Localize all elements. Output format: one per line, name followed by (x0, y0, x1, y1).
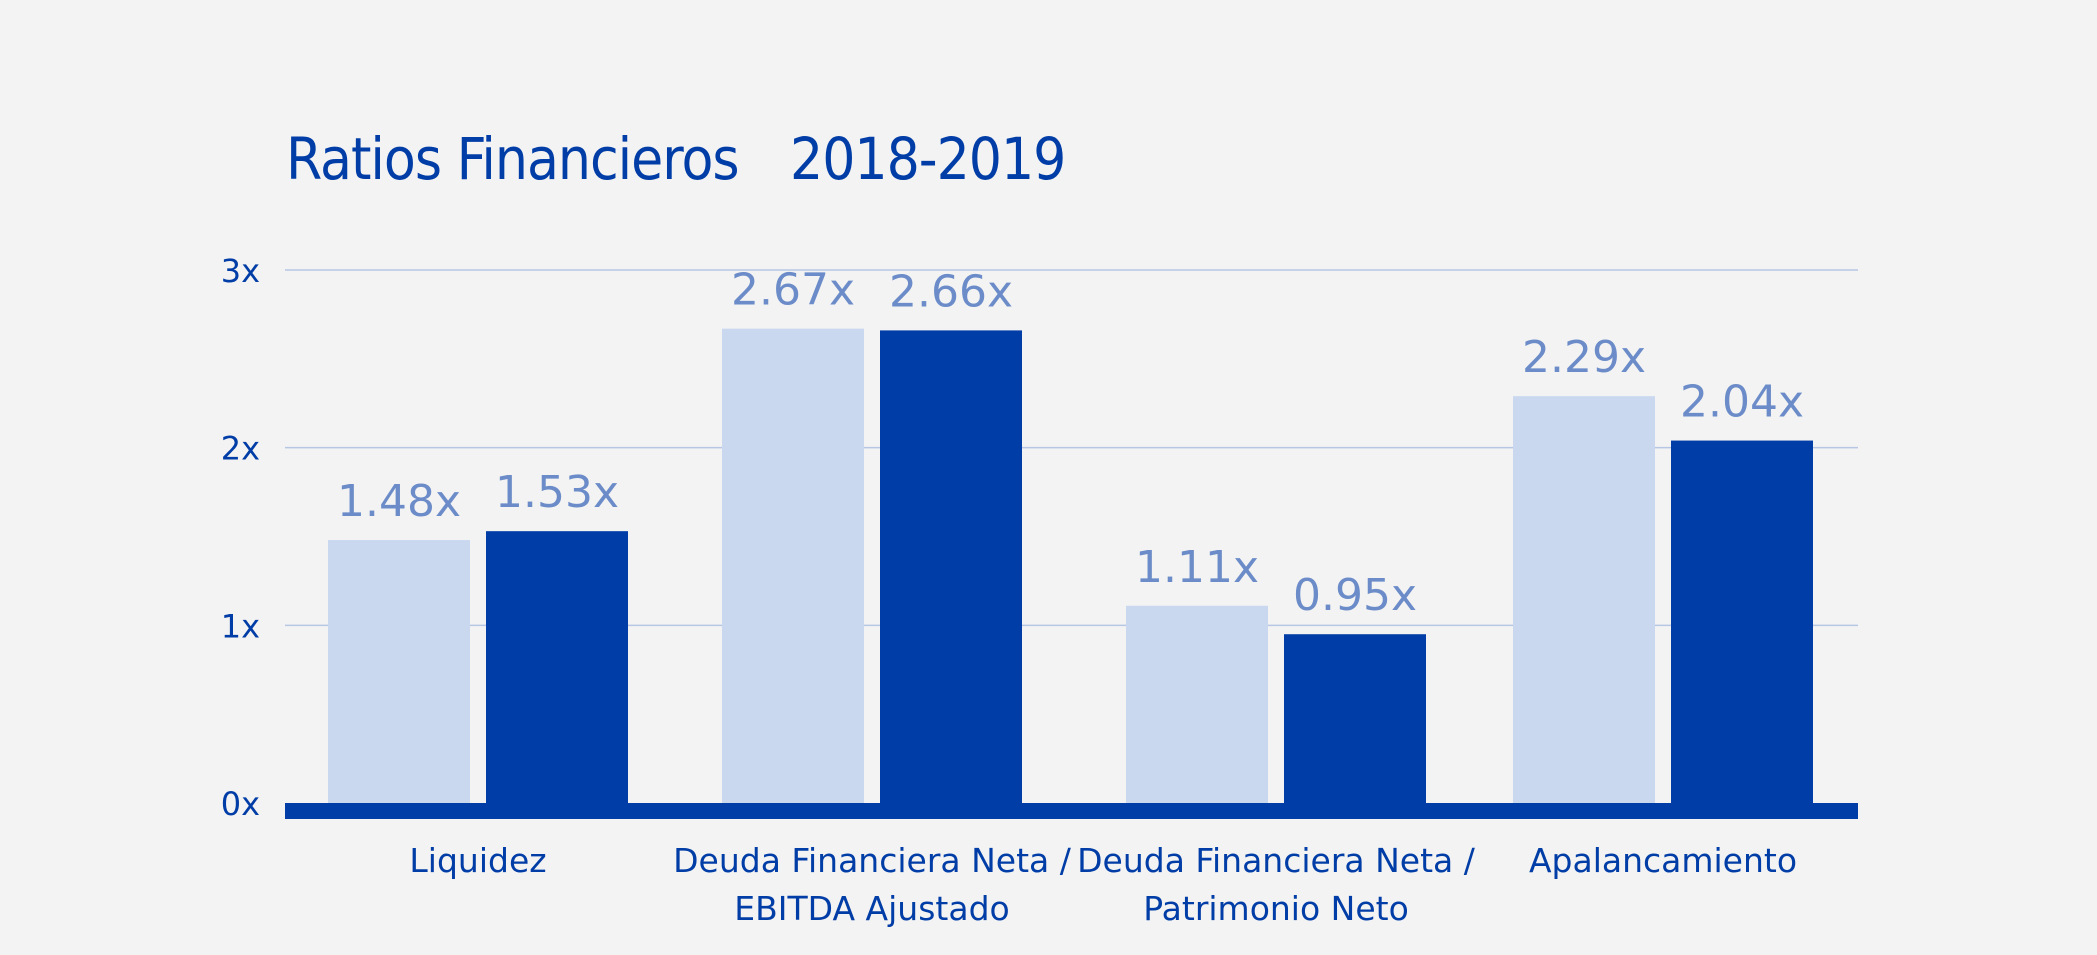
data-label: 1.48x (337, 476, 461, 527)
y-tick-label: 2x (221, 430, 260, 468)
x-tick-label: Deuda Financiera Neta / (1077, 841, 1476, 880)
y-tick-label: 0x (221, 785, 260, 823)
x-tick-label: EBITDA Ajustado (734, 889, 1009, 928)
bar (880, 330, 1022, 803)
chart-title: Ratios Financieros (286, 125, 740, 193)
bar (328, 540, 470, 803)
x-tick-label: Liquidez (409, 841, 546, 880)
y-tick-label: 3x (221, 252, 260, 290)
x-axis-baseline (285, 803, 1858, 819)
x-tick-label: Deuda Financiera Neta / (673, 841, 1072, 880)
data-label: 1.11x (1135, 542, 1259, 593)
x-tick-label: Apalancamiento (1529, 841, 1797, 880)
data-label: 2.29x (1522, 332, 1646, 383)
bar (1284, 634, 1426, 803)
data-label: 2.67x (731, 265, 855, 316)
data-label: 2.66x (889, 266, 1013, 317)
bar (722, 328, 864, 803)
bar (486, 531, 628, 803)
data-label: 2.04x (1680, 377, 1804, 428)
chart-subtitle: 2018-2019 (790, 125, 1066, 193)
data-label: 1.53x (495, 467, 619, 518)
data-label: 0.95x (1293, 570, 1417, 621)
x-tick-label: Patrimonio Neto (1143, 889, 1409, 928)
bar (1513, 396, 1655, 803)
y-tick-label: 1x (221, 607, 260, 645)
bar (1126, 605, 1268, 803)
bar (1671, 440, 1813, 803)
